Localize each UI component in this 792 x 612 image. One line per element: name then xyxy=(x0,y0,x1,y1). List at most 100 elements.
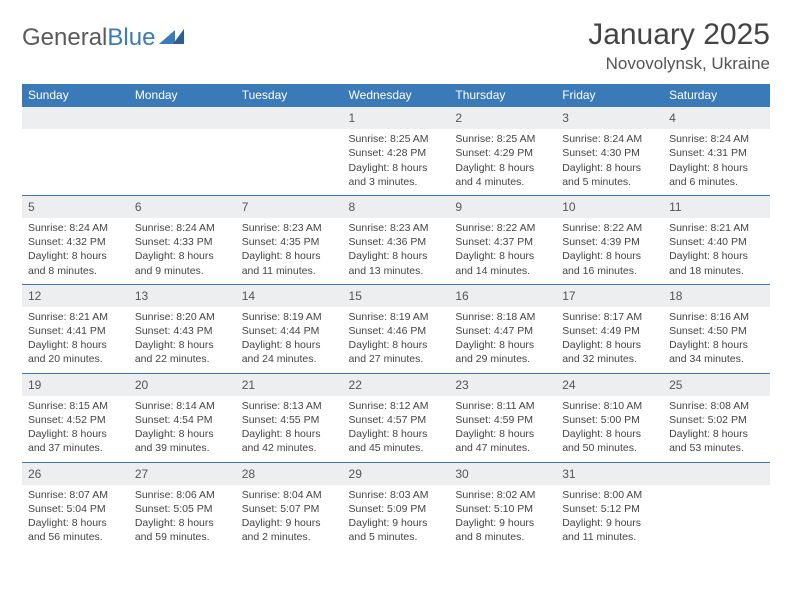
sunrise-line: Sunrise: 8:14 AM xyxy=(135,400,215,412)
day-number: 28 xyxy=(236,463,343,485)
calendar-day-cell: 20 Sunrise: 8:14 AM Sunset: 4:54 PM Dayligh… xyxy=(129,373,236,462)
day-number: 29 xyxy=(343,463,450,485)
sunset-line: Sunset: 4:39 PM xyxy=(562,236,640,248)
daylight-line: Daylight: 8 hours and 22 minutes. xyxy=(135,339,214,365)
sunrise-line: Sunrise: 8:25 AM xyxy=(349,133,429,145)
calendar-day-cell xyxy=(22,107,129,196)
sunset-line: Sunset: 5:00 PM xyxy=(562,414,640,426)
sunrise-line: Sunrise: 8:24 AM xyxy=(135,222,215,234)
sunrise-line: Sunrise: 8:07 AM xyxy=(28,489,108,501)
logo-text-2: Blue xyxy=(107,24,155,52)
day-body: Sunrise: 8:24 AMSunset: 4:30 PMDaylight:… xyxy=(556,129,663,195)
sunrise-line: Sunrise: 8:22 AM xyxy=(562,222,642,234)
calendar-day-cell: 3Sunrise: 8:24 AMSunset: 4:30 PMDaylight… xyxy=(556,107,663,196)
day-number: 17 xyxy=(556,285,663,307)
sunrise-line: Sunrise: 8:21 AM xyxy=(669,222,749,234)
calendar-day-cell: 17Sunrise: 8:17 AMSunset: 4:49 PMDayligh… xyxy=(556,284,663,373)
calendar-week-row: 12Sunrise: 8:21 AMSunset: 4:41 PMDayligh… xyxy=(22,284,770,373)
day-body: Sunrise: 8:10 AM Sunset: 5:00 PM Daylight:… xyxy=(556,396,663,462)
day-number: 16 xyxy=(449,285,556,307)
calendar-day-cell: 15Sunrise: 8:19 AMSunset: 4:46 PMDayligh… xyxy=(343,284,450,373)
daylight-line: Daylight: 8 hours and 53 minutes. xyxy=(669,428,748,454)
month-title: January 2025 xyxy=(588,18,770,52)
sunrise-line: Sunrise: 8:22 AM xyxy=(455,222,535,234)
calendar-week-row: 5Sunrise: 8:24 AMSunset: 4:32 PMDaylight… xyxy=(22,195,770,284)
daylight-line: Daylight: 8 hours and 16 minutes. xyxy=(562,250,641,276)
calendar-day-cell: 18Sunrise: 8:16 AMSunset: 4:50 PMDayligh… xyxy=(663,284,770,373)
daylight-line: Daylight: 8 hours and 5 minutes. xyxy=(562,162,641,188)
calendar-day-cell: 16Sunrise: 8:18 AMSunset: 4:47 PMDayligh… xyxy=(449,284,556,373)
day-body: Sunrise: 8:04 AMSunset: 5:07 PMDaylight:… xyxy=(236,485,343,551)
sunrise-line: Sunrise: 8:24 AM xyxy=(28,222,108,234)
day-number-empty xyxy=(663,463,770,485)
sunset-line: Sunset: 4:32 PM xyxy=(28,236,106,248)
daylight-line: Daylight: 8 hours and 14 minutes. xyxy=(455,250,534,276)
sunrise-line: Sunrise: 8:17 AM xyxy=(562,311,642,323)
daylight-line: Daylight: 8 hours and 39 minutes. xyxy=(135,428,214,454)
sunrise-line: Sunrise: 8:23 AM xyxy=(349,222,429,234)
calendar-day-cell: 10Sunrise: 8:22 AMSunset: 4:39 PMDayligh… xyxy=(556,195,663,284)
day-body: Sunrise: 8:20 AMSunset: 4:43 PMDaylight:… xyxy=(129,307,236,373)
calendar-day-cell: 11Sunrise: 8:21 AMSunset: 4:40 PMDayligh… xyxy=(663,195,770,284)
sunset-line: Sunset: 4:28 PM xyxy=(349,147,427,159)
sunrise-line: Sunrise: 8:10 AM xyxy=(562,400,642,412)
calendar-day-cell: 24 Sunrise: 8:10 AM Sunset: 5:00 PM Dayligh… xyxy=(556,373,663,462)
calendar-day-cell: 30Sunrise: 8:02 AMSunset: 5:10 PMDayligh… xyxy=(449,462,556,550)
day-number: 30 xyxy=(449,463,556,485)
daylight-line: Daylight: 8 hours and 9 minutes. xyxy=(135,250,214,276)
sunset-line: Sunset: 4:30 PM xyxy=(562,147,640,159)
day-number: 19 xyxy=(22,374,129,396)
day-number: 7 xyxy=(236,196,343,218)
sunset-line: Sunset: 4:37 PM xyxy=(455,236,533,248)
logo-icon xyxy=(159,24,185,52)
sunrise-line: Sunrise: 8:08 AM xyxy=(669,400,749,412)
calendar-body: 1Sunrise: 8:25 AMSunset: 4:28 PMDaylight… xyxy=(22,107,770,551)
day-body: Sunrise: 8:19 AMSunset: 4:44 PMDaylight:… xyxy=(236,307,343,373)
day-body: Sunrise: 8:06 AMSunset: 5:05 PMDaylight:… xyxy=(129,485,236,551)
day-body: Sunrise: 8:13 AMSunset: 4:55 PMDaylight:… xyxy=(236,396,343,462)
sunrise-line: Sunrise: 8:13 AM xyxy=(242,400,322,412)
calendar-table: SundayMondayTuesdayWednesdayThursdayFrid… xyxy=(22,84,770,550)
daylight-line: Daylight: 8 hours and 8 minutes. xyxy=(28,250,107,276)
daylight-line: Daylight: 9 hours and 11 minutes. xyxy=(562,517,641,543)
day-number-empty xyxy=(129,107,236,129)
day-number: 6 xyxy=(129,196,236,218)
sunrise-line: Sunrise: 8:03 AM xyxy=(349,489,429,501)
day-number: 8 xyxy=(343,196,450,218)
day-number: 9 xyxy=(449,196,556,218)
sunrise-line: Sunrise: 8:24 AM xyxy=(669,133,749,145)
daylight-line: Daylight: 8 hours and 20 minutes. xyxy=(28,339,107,365)
daylight-line: Daylight: 8 hours and 50 minutes. xyxy=(562,428,641,454)
day-body: Sunrise: 8:21 AMSunset: 4:40 PMDaylight:… xyxy=(663,218,770,284)
day-body: Sunrise: 8:16 AM Sunset: 4:50 PM Daylight:… xyxy=(663,307,770,373)
sunset-line: Sunset: 4:57 PM xyxy=(349,414,427,426)
sunset-line: Sunset: 4:54 PM xyxy=(135,414,213,426)
sunrise-line: Sunrise: 8:06 AM xyxy=(135,489,215,501)
day-body: Sunrise: 8:02 AMSunset: 5:10 PMDaylight:… xyxy=(449,485,556,551)
sunrise-line: Sunrise: 8:20 AM xyxy=(135,311,215,323)
calendar-day-cell: 26Sunrise: 8:07 AMSunset: 5:04 PMDayligh… xyxy=(22,462,129,550)
calendar-day-cell: 29Sunrise: 8:03 AMSunset: 5:09 PMDayligh… xyxy=(343,462,450,550)
day-number: 21 xyxy=(236,374,343,396)
page-header: GeneralBlue January 2025 Novovolynsk, Uk… xyxy=(22,18,770,74)
daylight-line: Daylight: 8 hours and 6 minutes. xyxy=(669,162,748,188)
sunrise-line: Sunrise: 8:25 AM xyxy=(455,133,535,145)
calendar-week-row: 26Sunrise: 8:07 AMSunset: 5:04 PMDayligh… xyxy=(22,462,770,550)
day-number: 24 xyxy=(556,374,663,396)
daylight-line: Daylight: 8 hours and 4 minutes. xyxy=(455,162,534,188)
sunrise-line: Sunrise: 8:02 AM xyxy=(455,489,535,501)
day-number: 31 xyxy=(556,463,663,485)
sunset-line: Sunset: 5:05 PM xyxy=(135,503,213,515)
calendar-day-cell: 4Sunrise: 8:24 AMSunset: 4:31 PMDaylight… xyxy=(663,107,770,196)
sunrise-line: Sunrise: 8:12 AM xyxy=(349,400,429,412)
sunset-line: Sunset: 4:50 PM xyxy=(669,325,747,337)
day-body: Sunrise: 8:21 AMSunset: 4:41 PMDaylight:… xyxy=(22,307,129,373)
sunrise-line: Sunrise: 8:16 AM xyxy=(669,311,749,323)
sunset-line: Sunset: 5:10 PM xyxy=(455,503,533,515)
daylight-line: Daylight: 8 hours and 34 minutes. xyxy=(669,339,748,365)
daylight-line: Daylight: 8 hours and 42 minutes. xyxy=(242,428,321,454)
day-body: Sunrise: 8:07 AMSunset: 5:04 PMDaylight:… xyxy=(22,485,129,551)
weekday-header: Saturday xyxy=(663,84,770,107)
calendar-day-cell: 13Sunrise: 8:20 AMSunset: 4:43 PMDayligh… xyxy=(129,284,236,373)
day-number: 20 xyxy=(129,374,236,396)
